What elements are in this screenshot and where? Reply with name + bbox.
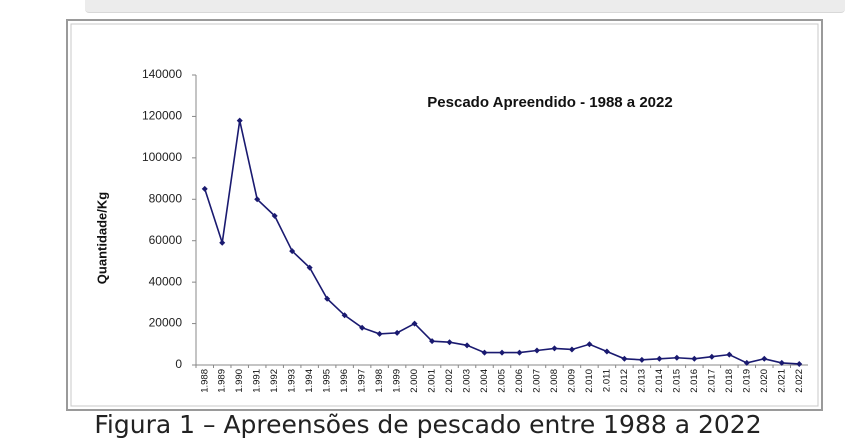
data-point <box>743 359 750 366</box>
x-tick-label: 2.002 <box>444 369 455 393</box>
data-point <box>359 324 366 331</box>
data-point <box>219 239 226 246</box>
x-tick-label: 1.997 <box>357 369 368 393</box>
y-tick-label: 60000 <box>149 233 183 247</box>
data-point <box>796 360 803 367</box>
x-tick-label: 1.988 <box>199 369 210 393</box>
x-tick-label: 2.014 <box>654 369 665 393</box>
data-point <box>568 346 575 353</box>
data-point <box>726 351 733 358</box>
x-tick-label: 2.005 <box>497 369 508 393</box>
x-tick-label: 1.999 <box>392 369 403 393</box>
y-tick-label: 100000 <box>142 150 182 164</box>
y-tick-label: 20000 <box>149 316 183 330</box>
data-point <box>324 295 331 302</box>
data-point <box>429 338 436 345</box>
data-point <box>236 117 243 124</box>
data-point <box>394 329 401 336</box>
x-tick-label: 2.016 <box>689 369 700 393</box>
data-point <box>376 330 383 337</box>
data-point <box>533 347 540 354</box>
y-tick-label: 0 <box>175 357 182 371</box>
chart-inner-frame <box>70 23 819 407</box>
data-point <box>411 320 418 327</box>
data-point <box>446 339 453 346</box>
data-point <box>778 359 785 366</box>
data-point <box>306 264 313 271</box>
x-tick-label: 1.990 <box>234 369 245 393</box>
x-tick-label: 2.001 <box>427 369 438 393</box>
x-tick-label: 2.008 <box>549 369 560 393</box>
chart-frame <box>66 19 823 411</box>
x-tick-label: 2.019 <box>741 369 752 393</box>
x-tick-label: 1.992 <box>269 369 280 393</box>
x-tick-label: 2.010 <box>584 369 595 393</box>
y-tick-label: 140000 <box>142 67 182 81</box>
data-point <box>516 349 523 356</box>
x-tick-label: 1.998 <box>374 369 385 393</box>
figure-caption: Figura 1 – Apreensões de pescado entre 1… <box>94 410 762 439</box>
x-tick-label: 1.994 <box>304 369 315 393</box>
x-tick-label: 2.009 <box>566 369 577 393</box>
x-tick-label: 1.996 <box>339 369 350 393</box>
x-tick-label: 2.021 <box>776 369 787 393</box>
y-axis-label: Quantidade/Kg <box>94 192 109 285</box>
x-tick-label: 2.007 <box>531 369 542 393</box>
data-point <box>708 353 715 360</box>
y-tick-label: 120000 <box>142 109 182 123</box>
x-tick-label: 2.012 <box>619 369 630 393</box>
data-point <box>586 341 593 348</box>
x-tick-label: 1.991 <box>252 369 263 393</box>
x-tick-label: 2.022 <box>794 369 805 393</box>
data-point <box>481 349 488 356</box>
x-tick-label: 2.006 <box>514 369 525 393</box>
data-point <box>551 345 558 352</box>
data-point <box>499 349 505 356</box>
data-point <box>656 355 663 362</box>
data-point <box>621 355 628 362</box>
top-bar <box>85 0 845 13</box>
data-point <box>603 348 610 355</box>
x-tick-label: 1.989 <box>217 369 228 393</box>
x-tick-label: 1.995 <box>322 369 333 393</box>
y-tick-label: 40000 <box>149 274 183 288</box>
y-tick-label: 80000 <box>149 191 183 205</box>
chart: Pescado Apreendido - 1988 a 2022 Quantid… <box>66 19 823 411</box>
data-point <box>673 354 680 361</box>
x-tick-label: 2.020 <box>759 369 770 393</box>
data-point <box>638 356 645 363</box>
x-tick-label: 1.993 <box>287 369 298 393</box>
data-point <box>201 185 208 192</box>
x-tick-label: 2.000 <box>409 369 420 393</box>
data-point <box>271 212 278 219</box>
data-point <box>691 355 698 362</box>
data-point <box>341 312 348 319</box>
x-tick-label: 2.013 <box>636 369 647 393</box>
data-point <box>464 342 471 349</box>
x-tick-label: 2.015 <box>671 369 682 393</box>
chart-title: Pescado Apreendido - 1988 a 2022 <box>427 94 672 111</box>
x-tick-label: 2.011 <box>601 369 612 392</box>
x-tick-label: 2.003 <box>462 369 473 393</box>
x-tick-label: 2.004 <box>479 369 490 393</box>
data-point <box>254 196 261 203</box>
data-point <box>761 355 768 362</box>
data-point <box>289 248 296 255</box>
x-tick-label: 2.017 <box>706 369 717 393</box>
x-tick-label: 2.018 <box>724 369 735 393</box>
